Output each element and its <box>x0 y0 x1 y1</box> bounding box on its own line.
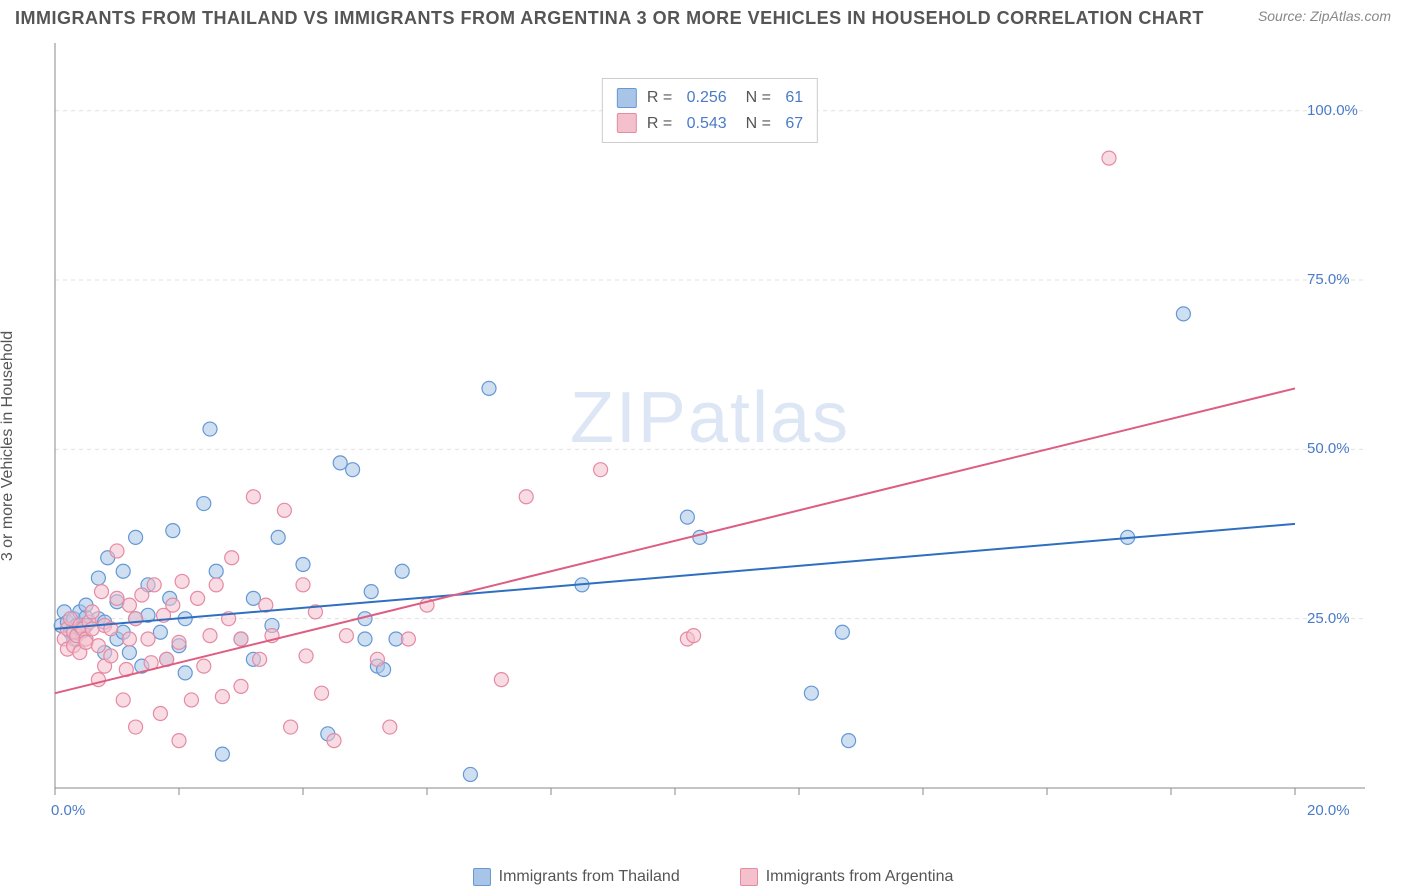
swatch-thailand <box>617 88 637 108</box>
source-attribution: Source: ZipAtlas.com <box>1258 8 1391 24</box>
legend-bottom: Immigrants from Thailand Immigrants from… <box>50 868 1376 886</box>
legend-item-argentina: Immigrants from Argentina <box>740 868 954 886</box>
legend-r-value-thailand: 0.256 <box>687 85 727 111</box>
legend-correlation: R = 0.256 N = 61 R = 0.543 N = 67 <box>602 78 818 143</box>
axis-tick-label: 25.0% <box>1307 610 1350 627</box>
scatter-plot <box>50 38 1370 830</box>
legend-n-label: N = <box>737 85 776 111</box>
legend-item-thailand: Immigrants from Thailand <box>473 868 680 886</box>
legend-r-label: R = <box>647 111 677 137</box>
swatch-argentina-icon <box>740 868 758 886</box>
legend-r-value-argentina: 0.543 <box>687 111 727 137</box>
legend-n-label: N = <box>737 111 776 137</box>
chart-area: ZIPatlas R = 0.256 N = 61 R = 0.543 N = … <box>50 38 1370 830</box>
legend-n-value-thailand: 61 <box>785 85 803 111</box>
y-axis-label: 3 or more Vehicles in Household <box>0 331 17 561</box>
axis-tick-label: 20.0% <box>1307 802 1350 819</box>
legend-label-thailand: Immigrants from Thailand <box>499 868 680 886</box>
axis-tick-label: 100.0% <box>1307 102 1358 119</box>
chart-title: IMMIGRANTS FROM THAILAND VS IMMIGRANTS F… <box>15 8 1204 29</box>
legend-row-argentina: R = 0.543 N = 67 <box>617 111 803 137</box>
legend-r-label: R = <box>647 85 677 111</box>
swatch-thailand-icon <box>473 868 491 886</box>
legend-label-argentina: Immigrants from Argentina <box>766 868 954 886</box>
axis-tick-label: 75.0% <box>1307 271 1350 288</box>
legend-row-thailand: R = 0.256 N = 61 <box>617 85 803 111</box>
swatch-argentina <box>617 113 637 133</box>
header: IMMIGRANTS FROM THAILAND VS IMMIGRANTS F… <box>15 8 1391 29</box>
axis-tick-label: 50.0% <box>1307 440 1350 457</box>
axis-tick-label: 0.0% <box>51 802 85 819</box>
legend-n-value-argentina: 67 <box>785 111 803 137</box>
